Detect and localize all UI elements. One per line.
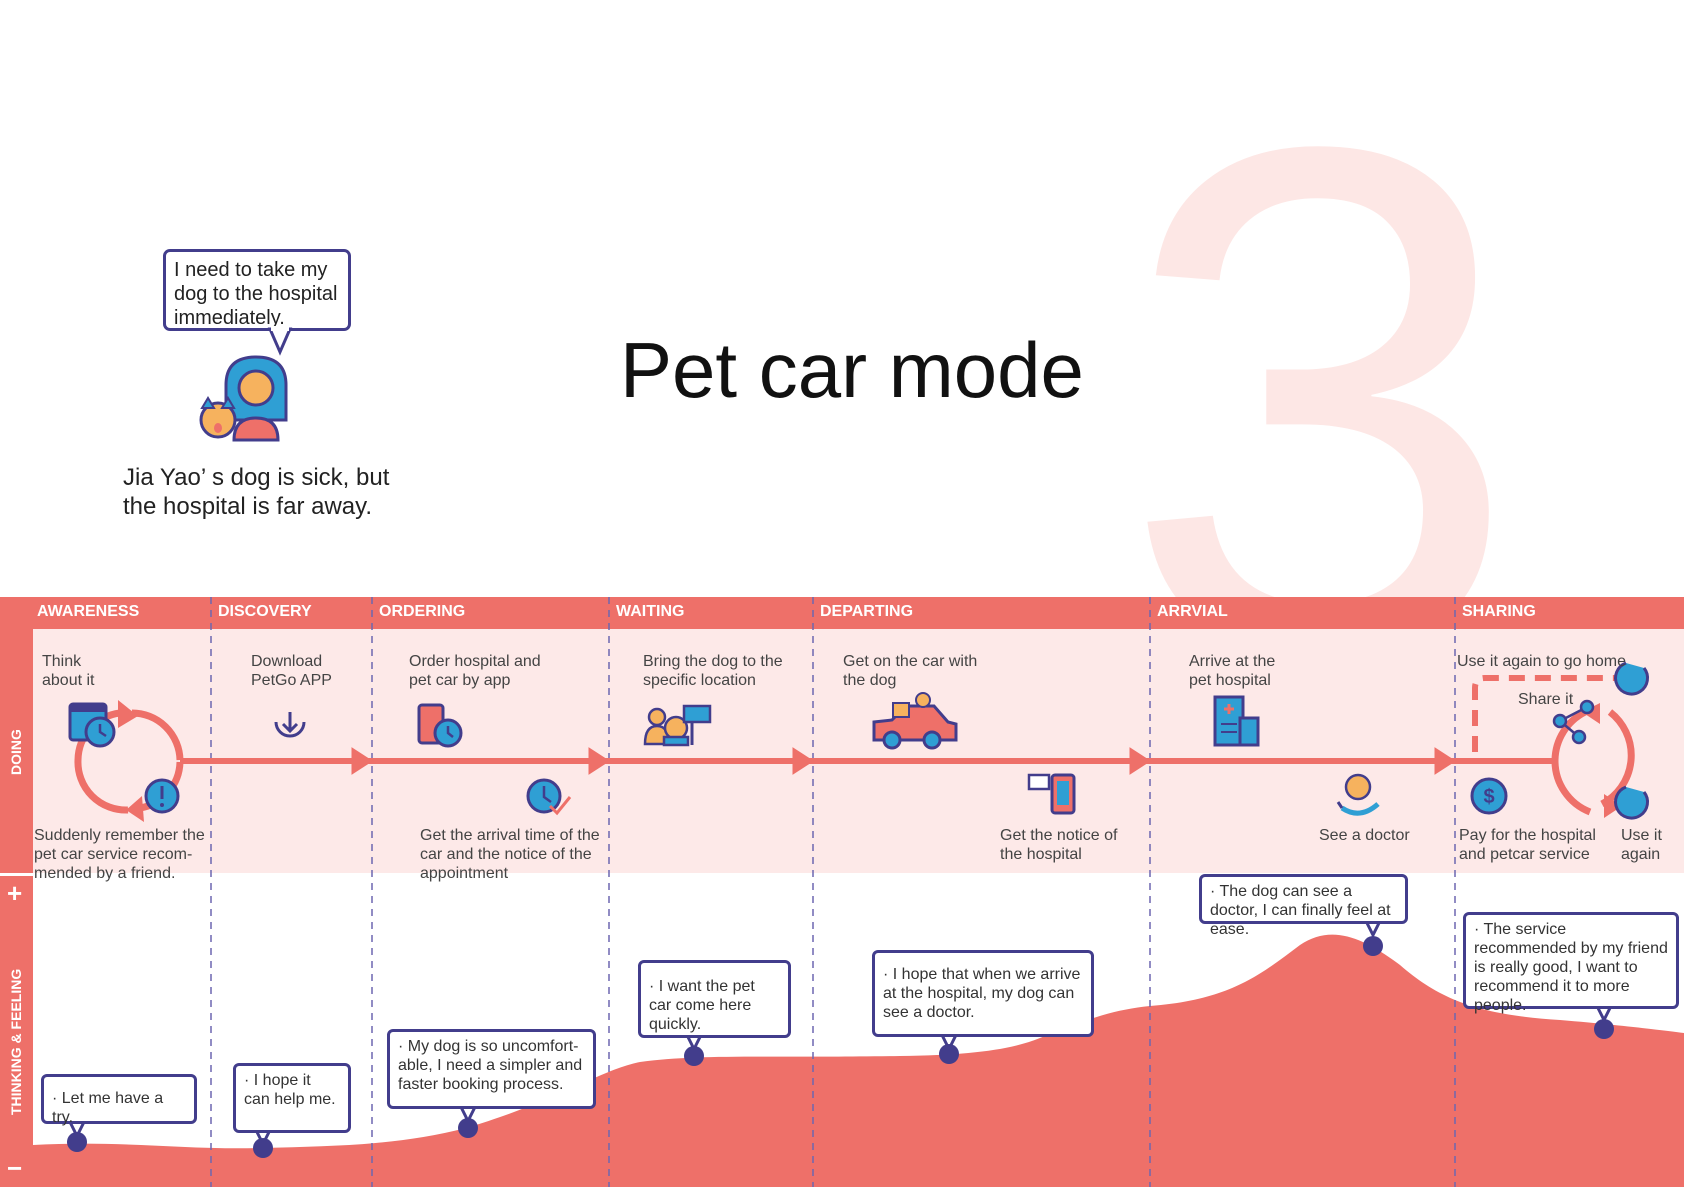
doing-order-by-app: Order hospital and pet car by app	[409, 653, 541, 689]
row-label-doing: DOING	[8, 729, 24, 775]
stage-label-ordering: ORDERING	[379, 603, 466, 620]
share-icon	[1552, 699, 1595, 745]
woman-with-dog-icon	[199, 355, 288, 442]
people-dog-sign-icon	[643, 704, 712, 747]
cycle-arrowhead	[126, 796, 144, 822]
thought-bubble-sharing: · The service recommended by my friend i…	[1463, 912, 1679, 1014]
thought-bubble-ordering: · My dog is so uncomfort- able, I need a…	[387, 1029, 596, 1109]
car-dog-icon	[872, 692, 958, 750]
calendar-clock-icon	[68, 702, 116, 748]
doing-get-on-car: Get on the car with the dog	[843, 653, 978, 689]
svg-text:$: $	[1483, 786, 1494, 808]
doing-get-arrival-time: Get the arrival time of the car and the n…	[420, 827, 600, 882]
stage-label-departing: DEPARTING	[820, 603, 914, 620]
emotion-curve-area	[33, 934, 1684, 1187]
stage-label-waiting: WAITING	[616, 603, 685, 620]
stage-label-sharing: SHARING	[1462, 603, 1536, 620]
page-title: Pet car mode	[620, 326, 1084, 414]
thought-bubble-arrival: · The dog can see a doctor, I can finall…	[1199, 874, 1408, 938]
timeline-arrow	[180, 747, 1555, 775]
stage-label-awareness: AWARENESS	[37, 603, 140, 620]
persona-caption-line: Jia Yao’ s dog is sick, but	[123, 464, 390, 491]
phone-clock-icon	[417, 703, 463, 748]
hospital-icon	[1213, 695, 1260, 747]
sharing-loop	[1551, 708, 1635, 816]
return-icon	[1614, 785, 1649, 820]
phone-notice-icon	[1027, 773, 1076, 815]
doing-bring-dog: Bring the dog to the specific location	[643, 653, 783, 689]
doing-band	[33, 629, 1684, 873]
hand-dog-icon	[1336, 773, 1380, 816]
doing-remember-service: Suddenly remember the pet car service rec…	[34, 827, 205, 882]
stage-header-bar	[0, 597, 1684, 629]
doing-use-again-home: Use it again to go home	[1457, 653, 1626, 670]
doing-download-app: Download PetGo APP	[251, 653, 332, 689]
doing-arrive-hospital: Arrive at the pet hospital	[1189, 653, 1276, 689]
row-sign-minus: −	[7, 1153, 23, 1183]
row-label-strip-doing	[0, 629, 33, 873]
doing-think-about-it: Think about it	[42, 653, 95, 689]
doing-pay: Pay for the hospital and petcar service	[1459, 827, 1596, 863]
return-dashed-path	[1472, 675, 1625, 752]
cycle-arrowhead	[118, 700, 138, 728]
doing-use-it-again: Use it again	[1621, 827, 1662, 863]
row-sign-plus: +	[7, 878, 23, 908]
persona-speech-text: I need to take my dog to the hospital im…	[174, 259, 338, 329]
thought-bubble-departing: · I hope that when we arrive at the hosp…	[872, 950, 1094, 1037]
thought-bubble-discovery: · I hope it can help me.	[233, 1063, 351, 1133]
loop-arrowhead	[1604, 794, 1622, 818]
persona-bubble-tail	[267, 326, 293, 356]
dollar-icon: $	[1470, 777, 1508, 815]
doing-share-it: Share it	[1518, 691, 1574, 708]
doing-see-doctor: See a doctor	[1319, 827, 1410, 844]
stage-label-discovery: DISCOVERY	[218, 603, 312, 620]
thought-bubble-waiting: · I want the pet car come here quickly.	[638, 960, 791, 1038]
stage-label-arrival: ARRVIAL	[1157, 603, 1228, 620]
persona-caption-line: the hospital is far away.	[123, 493, 373, 520]
clock-check-icon	[526, 778, 572, 816]
row-label-strip-thinking	[0, 876, 33, 1187]
loop-arrowhead	[1582, 703, 1600, 724]
persona-speech-bubble: I need to take my dog to the hospital im…	[163, 249, 351, 331]
alert-icon	[144, 778, 180, 814]
row-label-thinking: THINKING & FEELING	[8, 968, 24, 1115]
persona-caption: Jia Yao’ s dog is sick, but the hospital…	[123, 463, 423, 521]
return-icon	[1614, 661, 1649, 696]
doing-hospital-notice: Get the notice of the hospital	[1000, 827, 1118, 863]
download-icon	[274, 712, 306, 738]
thought-bubble-awareness: · Let me have a try.	[41, 1074, 197, 1126]
